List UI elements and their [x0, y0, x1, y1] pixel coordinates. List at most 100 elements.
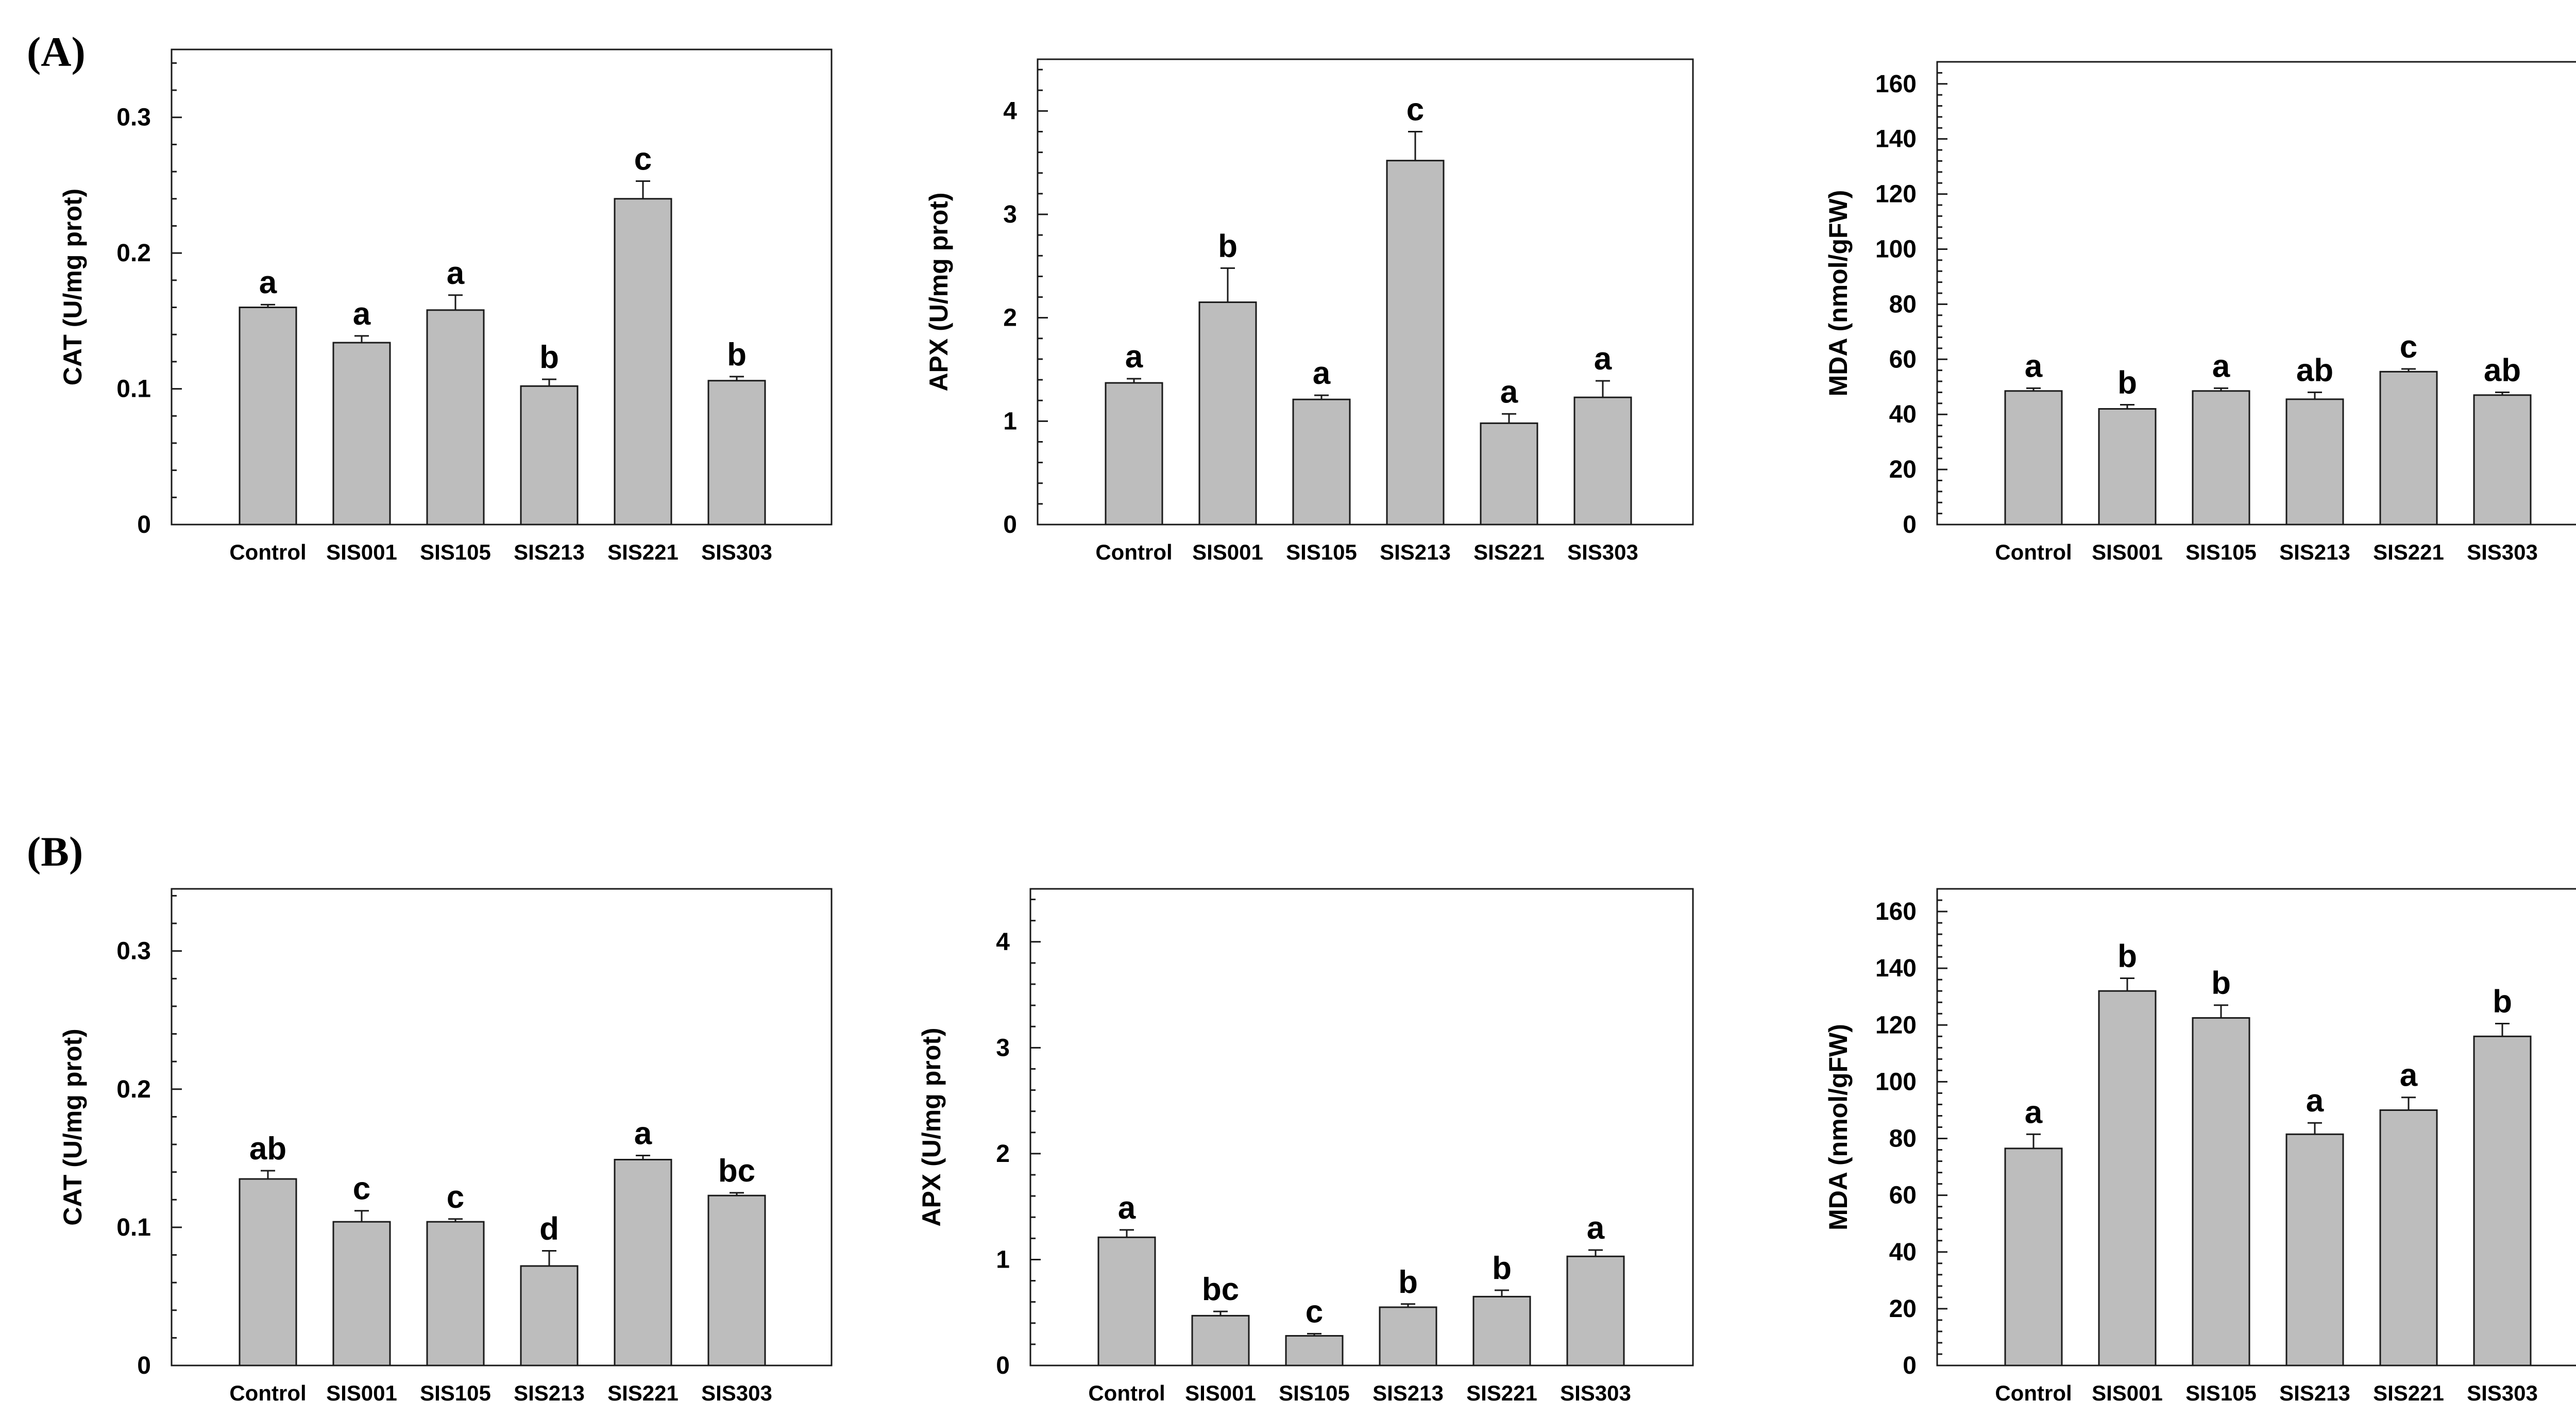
bar-control — [1097, 1236, 1156, 1367]
y-tick-label: 40 — [1889, 401, 1917, 428]
bar-sis221 — [614, 198, 672, 526]
bar-control — [2004, 1148, 2063, 1367]
chart-2: 0 1 2 3 4 APX (U/mg prot) a Control b SIS001 a SIS1… — [924, 58, 1694, 564]
bar-control — [1105, 382, 1163, 526]
x-category-label: SIS221 — [2373, 1381, 2444, 1405]
significance-label: c — [1406, 92, 1424, 127]
x-category-label: SIS001 — [2092, 1381, 2163, 1405]
x-category-label: SIS213 — [1380, 540, 1451, 564]
y-tick-label: 120 — [1875, 1011, 1917, 1039]
x-category-label: SIS105 — [420, 1381, 491, 1405]
bar-sis213 — [2285, 398, 2344, 526]
significance-label: b — [1218, 228, 1238, 264]
significance-label: a — [2400, 1058, 2418, 1093]
significance-label: a — [2025, 348, 2043, 384]
bar-sis105 — [2192, 1017, 2250, 1367]
plot-frame — [1029, 888, 1694, 1367]
y-tick-label: 20 — [1889, 456, 1917, 483]
y-tick-label: 0 — [996, 1352, 1010, 1379]
bar-control — [239, 1178, 297, 1367]
x-category-label: SIS303 — [2467, 540, 2538, 564]
chart-6: 0 20 40 60 80 100 120 140 160 MDA (nmol/gFW) a Cont… — [1824, 888, 2576, 1405]
x-category-label: SIS105 — [420, 540, 491, 564]
x-category-label: SIS221 — [1466, 1381, 1537, 1405]
significance-label: a — [2306, 1083, 2324, 1119]
bar-sis213 — [520, 385, 579, 526]
x-category-label: SIS213 — [514, 540, 585, 564]
bar-sis213 — [520, 1265, 579, 1367]
chart-4: 0 0.1 0.2 0.3 CAT (U/mg prot) ab Control c SIS00… — [58, 888, 833, 1405]
y-tick-label: 20 — [1889, 1295, 1917, 1323]
y-tick-label: 2 — [1003, 305, 1017, 332]
bar-sis001 — [332, 342, 391, 526]
charts: 0 0.1 0.2 0.3 CAT (U/mg prot) a Control a SIS001… — [58, 48, 2576, 1405]
x-category-label: SIS105 — [1286, 540, 1357, 564]
x-category-label: Control — [229, 1381, 306, 1405]
bar-sis105 — [1292, 398, 1351, 526]
y-tick-label: 120 — [1875, 181, 1917, 208]
x-category-label: SIS221 — [607, 540, 679, 564]
y-tick-label: 3 — [996, 1034, 1010, 1061]
y-tick-label: 4 — [996, 929, 1010, 956]
y-tick-label: 0 — [1003, 511, 1017, 538]
x-category-label: SIS303 — [701, 1381, 772, 1405]
significance-label: ab — [2484, 352, 2521, 388]
bar-sis213 — [1386, 160, 1445, 526]
bar-sis303 — [1573, 396, 1632, 526]
significance-label: b — [2211, 966, 2231, 1001]
bar-control — [239, 307, 297, 526]
y-tick-label: 140 — [1875, 126, 1917, 153]
x-category-label: Control — [1995, 540, 2072, 564]
y-tick-label: 0.3 — [116, 104, 151, 131]
panel-label-a: (A) — [27, 28, 86, 75]
y-tick-label: 0.3 — [116, 938, 151, 965]
y-tick-label: 60 — [1889, 346, 1917, 373]
bar-sis303 — [2473, 394, 2532, 526]
x-category-label: Control — [1095, 540, 1172, 564]
significance-label: a — [2212, 348, 2230, 384]
bar-sis303 — [707, 1194, 766, 1367]
panel-label-b: (B) — [27, 828, 83, 875]
y-tick-label: 2 — [996, 1140, 1010, 1168]
bar-sis303 — [1566, 1255, 1625, 1367]
chart-1: 0 0.1 0.2 0.3 CAT (U/mg prot) a Control a SIS001… — [58, 48, 833, 564]
x-category-label: SIS303 — [1560, 1381, 1631, 1405]
x-category-label: SIS303 — [1567, 540, 1638, 564]
significance-label: a — [1594, 341, 1612, 377]
bar-sis221 — [1472, 1295, 1531, 1367]
plot-frame — [1037, 58, 1694, 526]
y-tick-label: 4 — [1003, 97, 1017, 125]
significance-label: a — [353, 296, 371, 332]
bar-sis221 — [2379, 1109, 2438, 1367]
y-axis-title: CAT (U/mg prot) — [58, 189, 87, 385]
bar-sis105 — [1285, 1335, 1344, 1367]
x-category-label: Control — [1088, 1381, 1165, 1405]
x-category-label: Control — [229, 540, 306, 564]
y-tick-label: 140 — [1875, 955, 1917, 982]
bar-sis221 — [614, 1159, 672, 1367]
significance-label: ab — [2296, 352, 2333, 388]
significance-label: b — [1492, 1251, 1512, 1286]
bar-sis001 — [1198, 301, 1257, 526]
x-category-label: SIS001 — [2092, 540, 2163, 564]
y-tick-label: 0.2 — [116, 240, 151, 267]
y-tick-label: 100 — [1875, 1068, 1917, 1095]
y-tick-label: 0 — [1903, 1352, 1917, 1379]
y-tick-label: 160 — [1875, 898, 1917, 925]
significance-label: a — [447, 256, 465, 291]
x-category-label: SIS221 — [607, 1381, 679, 1405]
x-category-label: Control — [1995, 1381, 2072, 1405]
bar-sis001 — [2098, 408, 2157, 526]
significance-label: c — [1306, 1294, 1323, 1329]
significance-label: c — [2400, 329, 2417, 365]
bar-sis213 — [2285, 1133, 2344, 1367]
significance-label: b — [1398, 1264, 1418, 1300]
significance-label: bc — [718, 1153, 755, 1189]
significance-label: b — [727, 337, 747, 373]
chart-3: 0 20 40 60 80 100 120 140 160 MDA (nmol/gFW) a Cont… — [1824, 61, 2576, 564]
significance-label: b — [539, 340, 559, 375]
y-axis-title: APX (U/mg prot) — [917, 1027, 946, 1226]
plot-frame — [171, 888, 833, 1367]
bar-sis001 — [332, 1221, 391, 1367]
